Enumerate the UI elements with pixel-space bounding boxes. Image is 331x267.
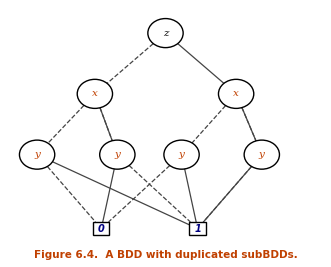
- Text: 0: 0: [98, 224, 105, 234]
- Text: y: y: [259, 150, 265, 159]
- Circle shape: [20, 140, 55, 169]
- Circle shape: [100, 140, 135, 169]
- FancyBboxPatch shape: [189, 222, 206, 235]
- Text: 1: 1: [194, 224, 201, 234]
- Circle shape: [148, 19, 183, 48]
- FancyBboxPatch shape: [93, 222, 110, 235]
- Text: y: y: [34, 150, 40, 159]
- Circle shape: [77, 79, 113, 108]
- Text: z: z: [163, 29, 168, 38]
- Text: x: x: [233, 89, 239, 98]
- Circle shape: [164, 140, 199, 169]
- Text: y: y: [115, 150, 120, 159]
- Circle shape: [218, 79, 254, 108]
- Text: y: y: [179, 150, 184, 159]
- Text: x: x: [92, 89, 98, 98]
- Text: Figure 6.4.  A BDD with duplicated subBDDs.: Figure 6.4. A BDD with duplicated subBDD…: [34, 250, 297, 260]
- Circle shape: [244, 140, 279, 169]
